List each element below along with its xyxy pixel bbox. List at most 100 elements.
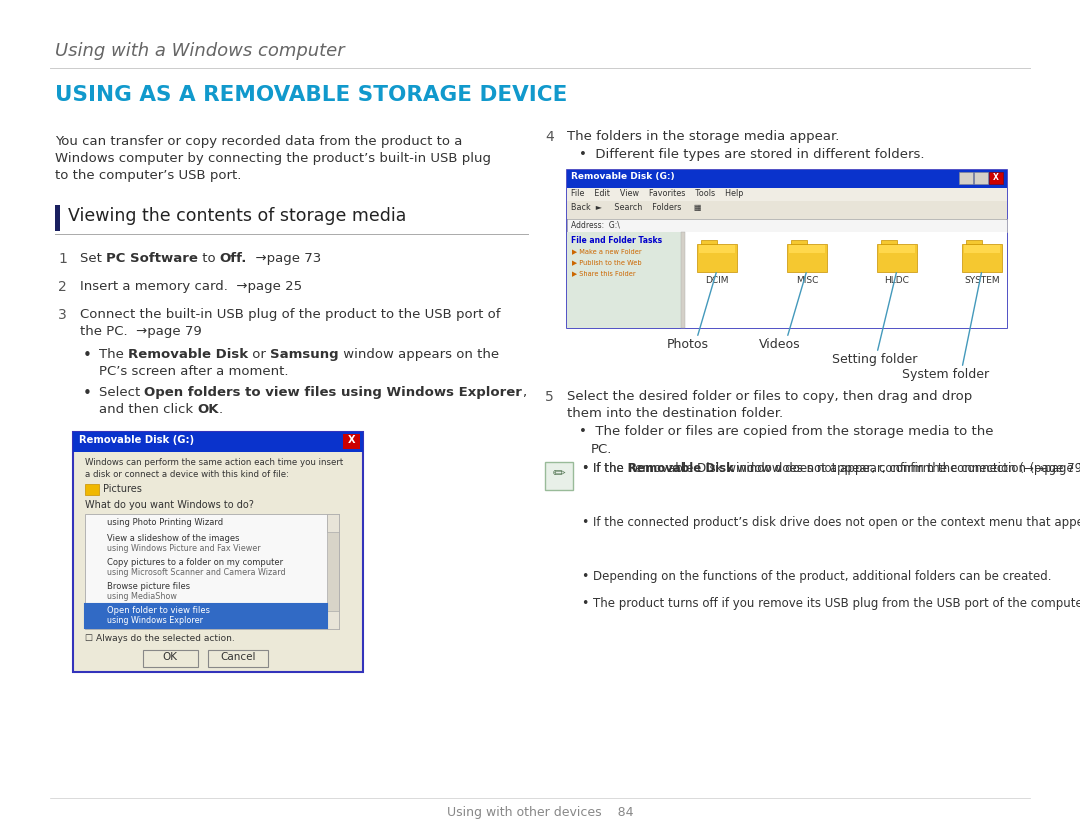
Text: 5: 5 xyxy=(545,390,554,404)
FancyBboxPatch shape xyxy=(85,484,99,495)
Text: Open folders to view files using Windows Explorer: Open folders to view files using Windows… xyxy=(145,386,523,399)
FancyBboxPatch shape xyxy=(877,244,917,272)
Text: ▶ Publish to the Web: ▶ Publish to the Web xyxy=(572,259,642,265)
FancyBboxPatch shape xyxy=(567,201,1007,219)
Text: Depending on the functions of the product, additional folders can be created.: Depending on the functions of the produc… xyxy=(593,570,1052,583)
FancyBboxPatch shape xyxy=(685,232,1007,328)
Text: PC’s screen after a moment.: PC’s screen after a moment. xyxy=(99,365,288,378)
Text: Browse picture files: Browse picture files xyxy=(107,582,190,591)
Text: using Windows Picture and Fax Viewer: using Windows Picture and Fax Viewer xyxy=(107,544,260,553)
Text: Samsung: Samsung xyxy=(270,348,339,361)
Text: OK: OK xyxy=(198,403,219,416)
Text: •: • xyxy=(581,462,589,475)
Text: Videos: Videos xyxy=(759,338,800,351)
Text: •  The folder or files are copied from the storage media to the: • The folder or files are copied from th… xyxy=(579,425,994,438)
Text: PC.: PC. xyxy=(591,443,612,456)
Text: If the Removable Disk window does not appear, confirm the connection (→page 79) : If the Removable Disk window does not ap… xyxy=(593,462,1080,475)
Text: Set: Set xyxy=(80,252,106,265)
FancyBboxPatch shape xyxy=(567,170,1007,188)
Text: •: • xyxy=(581,597,589,610)
Text: Removable Disk: Removable Disk xyxy=(627,462,733,475)
FancyBboxPatch shape xyxy=(791,240,807,245)
FancyBboxPatch shape xyxy=(701,240,717,245)
Text: •: • xyxy=(83,348,92,363)
FancyBboxPatch shape xyxy=(327,514,339,629)
FancyBboxPatch shape xyxy=(327,611,339,629)
FancyBboxPatch shape xyxy=(789,245,825,253)
Text: Photos: Photos xyxy=(667,338,708,351)
Text: them into the destination folder.: them into the destination folder. xyxy=(567,407,783,420)
Text: Select: Select xyxy=(99,386,145,399)
FancyBboxPatch shape xyxy=(208,650,268,667)
Text: to the computer’s USB port.: to the computer’s USB port. xyxy=(55,169,241,182)
Text: ▶ Make a new Folder: ▶ Make a new Folder xyxy=(572,248,642,254)
FancyBboxPatch shape xyxy=(567,219,1007,232)
Text: Off.: Off. xyxy=(220,252,247,265)
Text: Removable Disk (G:): Removable Disk (G:) xyxy=(571,172,675,181)
Text: ,: , xyxy=(523,386,527,399)
FancyBboxPatch shape xyxy=(699,245,735,253)
Text: 1: 1 xyxy=(58,252,67,266)
Text: using Photo Printing Wizard: using Photo Printing Wizard xyxy=(107,518,224,527)
Text: USING AS A REMOVABLE STORAGE DEVICE: USING AS A REMOVABLE STORAGE DEVICE xyxy=(55,85,567,105)
Text: 2: 2 xyxy=(58,280,67,294)
Text: 3: 3 xyxy=(58,308,67,322)
Text: Windows computer by connecting the product’s built-in USB plug: Windows computer by connecting the produ… xyxy=(55,152,491,165)
Text: Select the desired folder or files to copy, then drag and drop: Select the desired folder or files to co… xyxy=(567,390,972,403)
Text: •: • xyxy=(581,516,589,529)
Text: ✏: ✏ xyxy=(553,466,565,481)
Text: SYSTEM: SYSTEM xyxy=(964,276,1000,285)
Text: You can transfer or copy recorded data from the product to a: You can transfer or copy recorded data f… xyxy=(55,135,462,148)
Text: Viewing the contents of storage media: Viewing the contents of storage media xyxy=(68,207,406,225)
Text: Cancel: Cancel xyxy=(220,652,256,662)
FancyBboxPatch shape xyxy=(55,205,60,231)
Text: The product turns off if you remove its USB plug from the USB port of the comput: The product turns off if you remove its … xyxy=(593,597,1080,610)
Text: Removable Disk (G:): Removable Disk (G:) xyxy=(79,435,194,445)
FancyBboxPatch shape xyxy=(75,454,361,670)
FancyBboxPatch shape xyxy=(697,244,737,272)
Text: DCIM: DCIM xyxy=(705,276,729,285)
Text: •: • xyxy=(83,386,92,401)
FancyBboxPatch shape xyxy=(879,245,915,253)
FancyBboxPatch shape xyxy=(143,650,198,667)
FancyBboxPatch shape xyxy=(545,462,573,490)
Text: MISC: MISC xyxy=(796,276,819,285)
FancyBboxPatch shape xyxy=(681,232,685,328)
Text: OK: OK xyxy=(162,652,177,662)
Text: and then click: and then click xyxy=(99,403,198,416)
FancyBboxPatch shape xyxy=(787,244,827,272)
Text: Copy pictures to a folder on my computer: Copy pictures to a folder on my computer xyxy=(107,558,283,567)
FancyBboxPatch shape xyxy=(327,514,339,532)
Text: .: . xyxy=(219,403,222,416)
Text: Using with other devices    84: Using with other devices 84 xyxy=(447,806,633,819)
Text: the PC.  →page 79: the PC. →page 79 xyxy=(80,325,202,338)
Text: Setting folder: Setting folder xyxy=(832,353,917,366)
Text: 4: 4 xyxy=(545,130,554,144)
Text: Using with a Windows computer: Using with a Windows computer xyxy=(55,42,345,60)
Text: File    Edit    View    Favorites    Tools    Help: File Edit View Favorites Tools Help xyxy=(571,189,743,198)
Text: ☐ Always do the selected action.: ☐ Always do the selected action. xyxy=(85,634,234,643)
Text: If the connected product’s disk drive does not open or the context menu that app: If the connected product’s disk drive do… xyxy=(593,516,1080,529)
Text: System folder: System folder xyxy=(902,368,989,381)
FancyBboxPatch shape xyxy=(567,188,1007,201)
Text: Pictures: Pictures xyxy=(103,484,141,494)
FancyBboxPatch shape xyxy=(962,244,1002,272)
Text: File and Folder Tasks: File and Folder Tasks xyxy=(571,236,662,245)
FancyBboxPatch shape xyxy=(343,434,360,449)
Text: Open folder to view files: Open folder to view files xyxy=(107,606,210,615)
Text: HLDC: HLDC xyxy=(885,276,909,285)
Text: X: X xyxy=(994,173,999,182)
FancyBboxPatch shape xyxy=(964,245,1000,253)
Text: •  Different file types are stored in different folders.: • Different file types are stored in dif… xyxy=(579,148,924,161)
FancyBboxPatch shape xyxy=(85,514,339,629)
FancyBboxPatch shape xyxy=(966,240,982,245)
Text: Connect the built-in USB plug of the product to the USB port of: Connect the built-in USB plug of the pro… xyxy=(80,308,500,321)
FancyBboxPatch shape xyxy=(567,170,1007,328)
FancyBboxPatch shape xyxy=(881,240,897,245)
Text: PC Software: PC Software xyxy=(106,252,198,265)
Text: Removable Disk: Removable Disk xyxy=(129,348,248,361)
Text: •: • xyxy=(581,570,589,583)
Text: Windows can perform the same action each time you insert: Windows can perform the same action each… xyxy=(85,458,343,467)
Text: X: X xyxy=(348,435,355,445)
Text: What do you want Windows to do?: What do you want Windows to do? xyxy=(85,500,254,510)
